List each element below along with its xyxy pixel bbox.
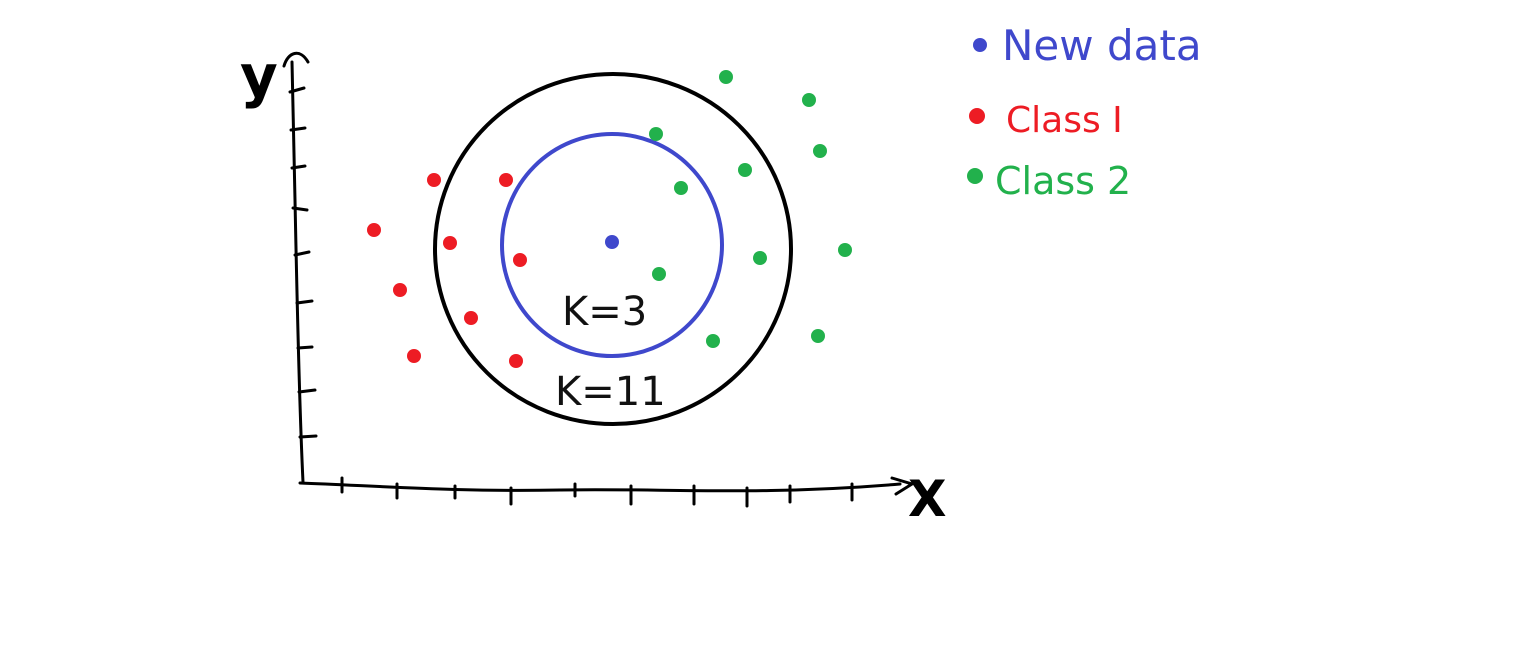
class2-point (652, 267, 666, 281)
k11-circle (433, 72, 793, 426)
class1-point (367, 223, 381, 237)
legend-new-data-label: New data (1002, 21, 1202, 70)
class1-point (443, 236, 457, 250)
class1-point (509, 354, 523, 368)
y-axis-label: y (240, 42, 278, 110)
points-layer (367, 70, 852, 368)
k11-label: K=11 (555, 369, 666, 415)
legend-class1-dot (969, 108, 985, 124)
legend-class1-label: Class I (1006, 100, 1123, 141)
class2-point (649, 127, 663, 141)
class1-point (393, 283, 407, 297)
legend-new-data-dot (973, 38, 987, 52)
class2-point (706, 334, 720, 348)
class2-point (719, 70, 733, 84)
class1-point (499, 173, 513, 187)
new-data-point (605, 235, 619, 249)
class2-point (838, 243, 852, 257)
class2-point (738, 163, 752, 177)
class2-point (753, 251, 767, 265)
class1-point (407, 349, 421, 363)
class1-point (513, 253, 527, 267)
class2-point (811, 329, 825, 343)
class2-point (802, 93, 816, 107)
legend: New data Class I Class 2 (967, 21, 1202, 203)
x-axis (298, 476, 916, 508)
class1-point (427, 173, 441, 187)
x-axis-label: X (908, 470, 947, 528)
legend-class2-label: Class 2 (995, 159, 1131, 203)
k3-label: K=3 (562, 289, 647, 335)
class1-point (464, 311, 478, 325)
class2-point (674, 181, 688, 195)
legend-class2-dot (967, 168, 983, 184)
class2-point (813, 144, 827, 158)
k3-circle (500, 132, 724, 358)
y-axis (282, 51, 318, 484)
